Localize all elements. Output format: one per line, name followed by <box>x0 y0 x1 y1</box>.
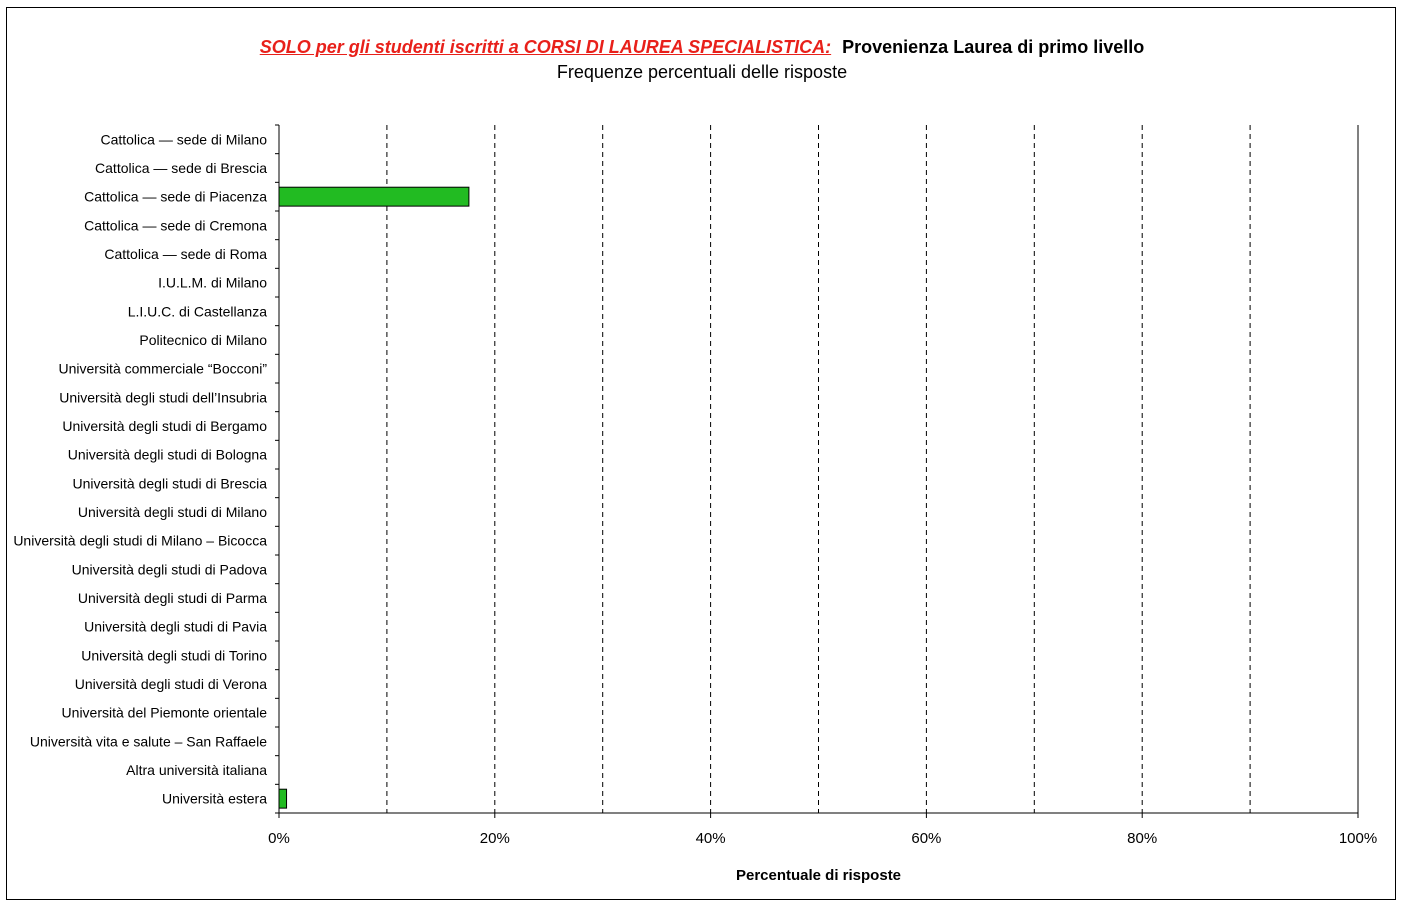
category-label: Università degli studi di Verona <box>75 676 267 692</box>
category-label: Cattolica — sede di Milano <box>100 131 267 147</box>
chart-subtitle: Frequenze percentuali delle risposte <box>556 62 848 82</box>
chart-frame <box>6 7 1396 900</box>
category-label: Cattolica — sede di Roma <box>104 246 267 262</box>
x-tick-label: 20% <box>480 830 510 847</box>
category-label: Università commerciale “Bocconi” <box>58 361 267 377</box>
x-tick-label: 40% <box>696 830 726 847</box>
category-label: Cattolica — sede di Brescia <box>95 160 267 176</box>
category-label: Università degli studi di Bologna <box>68 447 267 463</box>
category-label: Università degli studi di Milano – Bicoc… <box>13 533 267 549</box>
category-label: I.U.L.M. di Milano <box>158 275 267 291</box>
category-label: Università degli studi di Brescia <box>72 475 267 491</box>
category-label: Politecnico di Milano <box>139 332 267 348</box>
category-label: Università del Piemonte orientale <box>62 705 268 721</box>
category-label: Università degli studi di Bergamo <box>62 418 267 434</box>
title-highlight: SOLO per gli studenti iscritti a CORSI D… <box>259 37 832 57</box>
title-main: Provenienza Laurea di primo livello <box>842 37 1145 57</box>
bar <box>278 186 470 207</box>
x-tick-label: 80% <box>1127 830 1157 847</box>
category-label: Altra università italiana <box>126 762 267 778</box>
category-label: Cattolica — sede di Cremona <box>84 217 267 233</box>
category-label: Università degli studi di Torino <box>81 647 267 663</box>
category-label: L.I.U.C. di Castellanza <box>128 303 267 319</box>
x-tick-label: 100% <box>1339 830 1377 847</box>
x-axis-title: Percentuale di risposte <box>736 867 901 884</box>
x-tick-label: 60% <box>911 830 941 847</box>
category-label: Università degli studi di Parma <box>78 590 267 606</box>
category-label: Università degli studi di Padova <box>72 561 268 577</box>
category-label: Università degli studi di Pavia <box>84 619 267 635</box>
chart-title: SOLO per gli studenti iscritti a CORSI D… <box>0 37 1404 58</box>
bar <box>278 788 288 809</box>
category-label: Università degli studi dell’Insubria <box>59 389 267 405</box>
category-label: Università degli studi di Milano <box>78 504 267 520</box>
category-label: Cattolica — sede di Piacenza <box>84 189 267 205</box>
category-label: Università vita e salute – San Raffaele <box>30 733 267 749</box>
category-label: Università estera <box>162 791 267 807</box>
x-tick-label: 0% <box>268 830 290 847</box>
